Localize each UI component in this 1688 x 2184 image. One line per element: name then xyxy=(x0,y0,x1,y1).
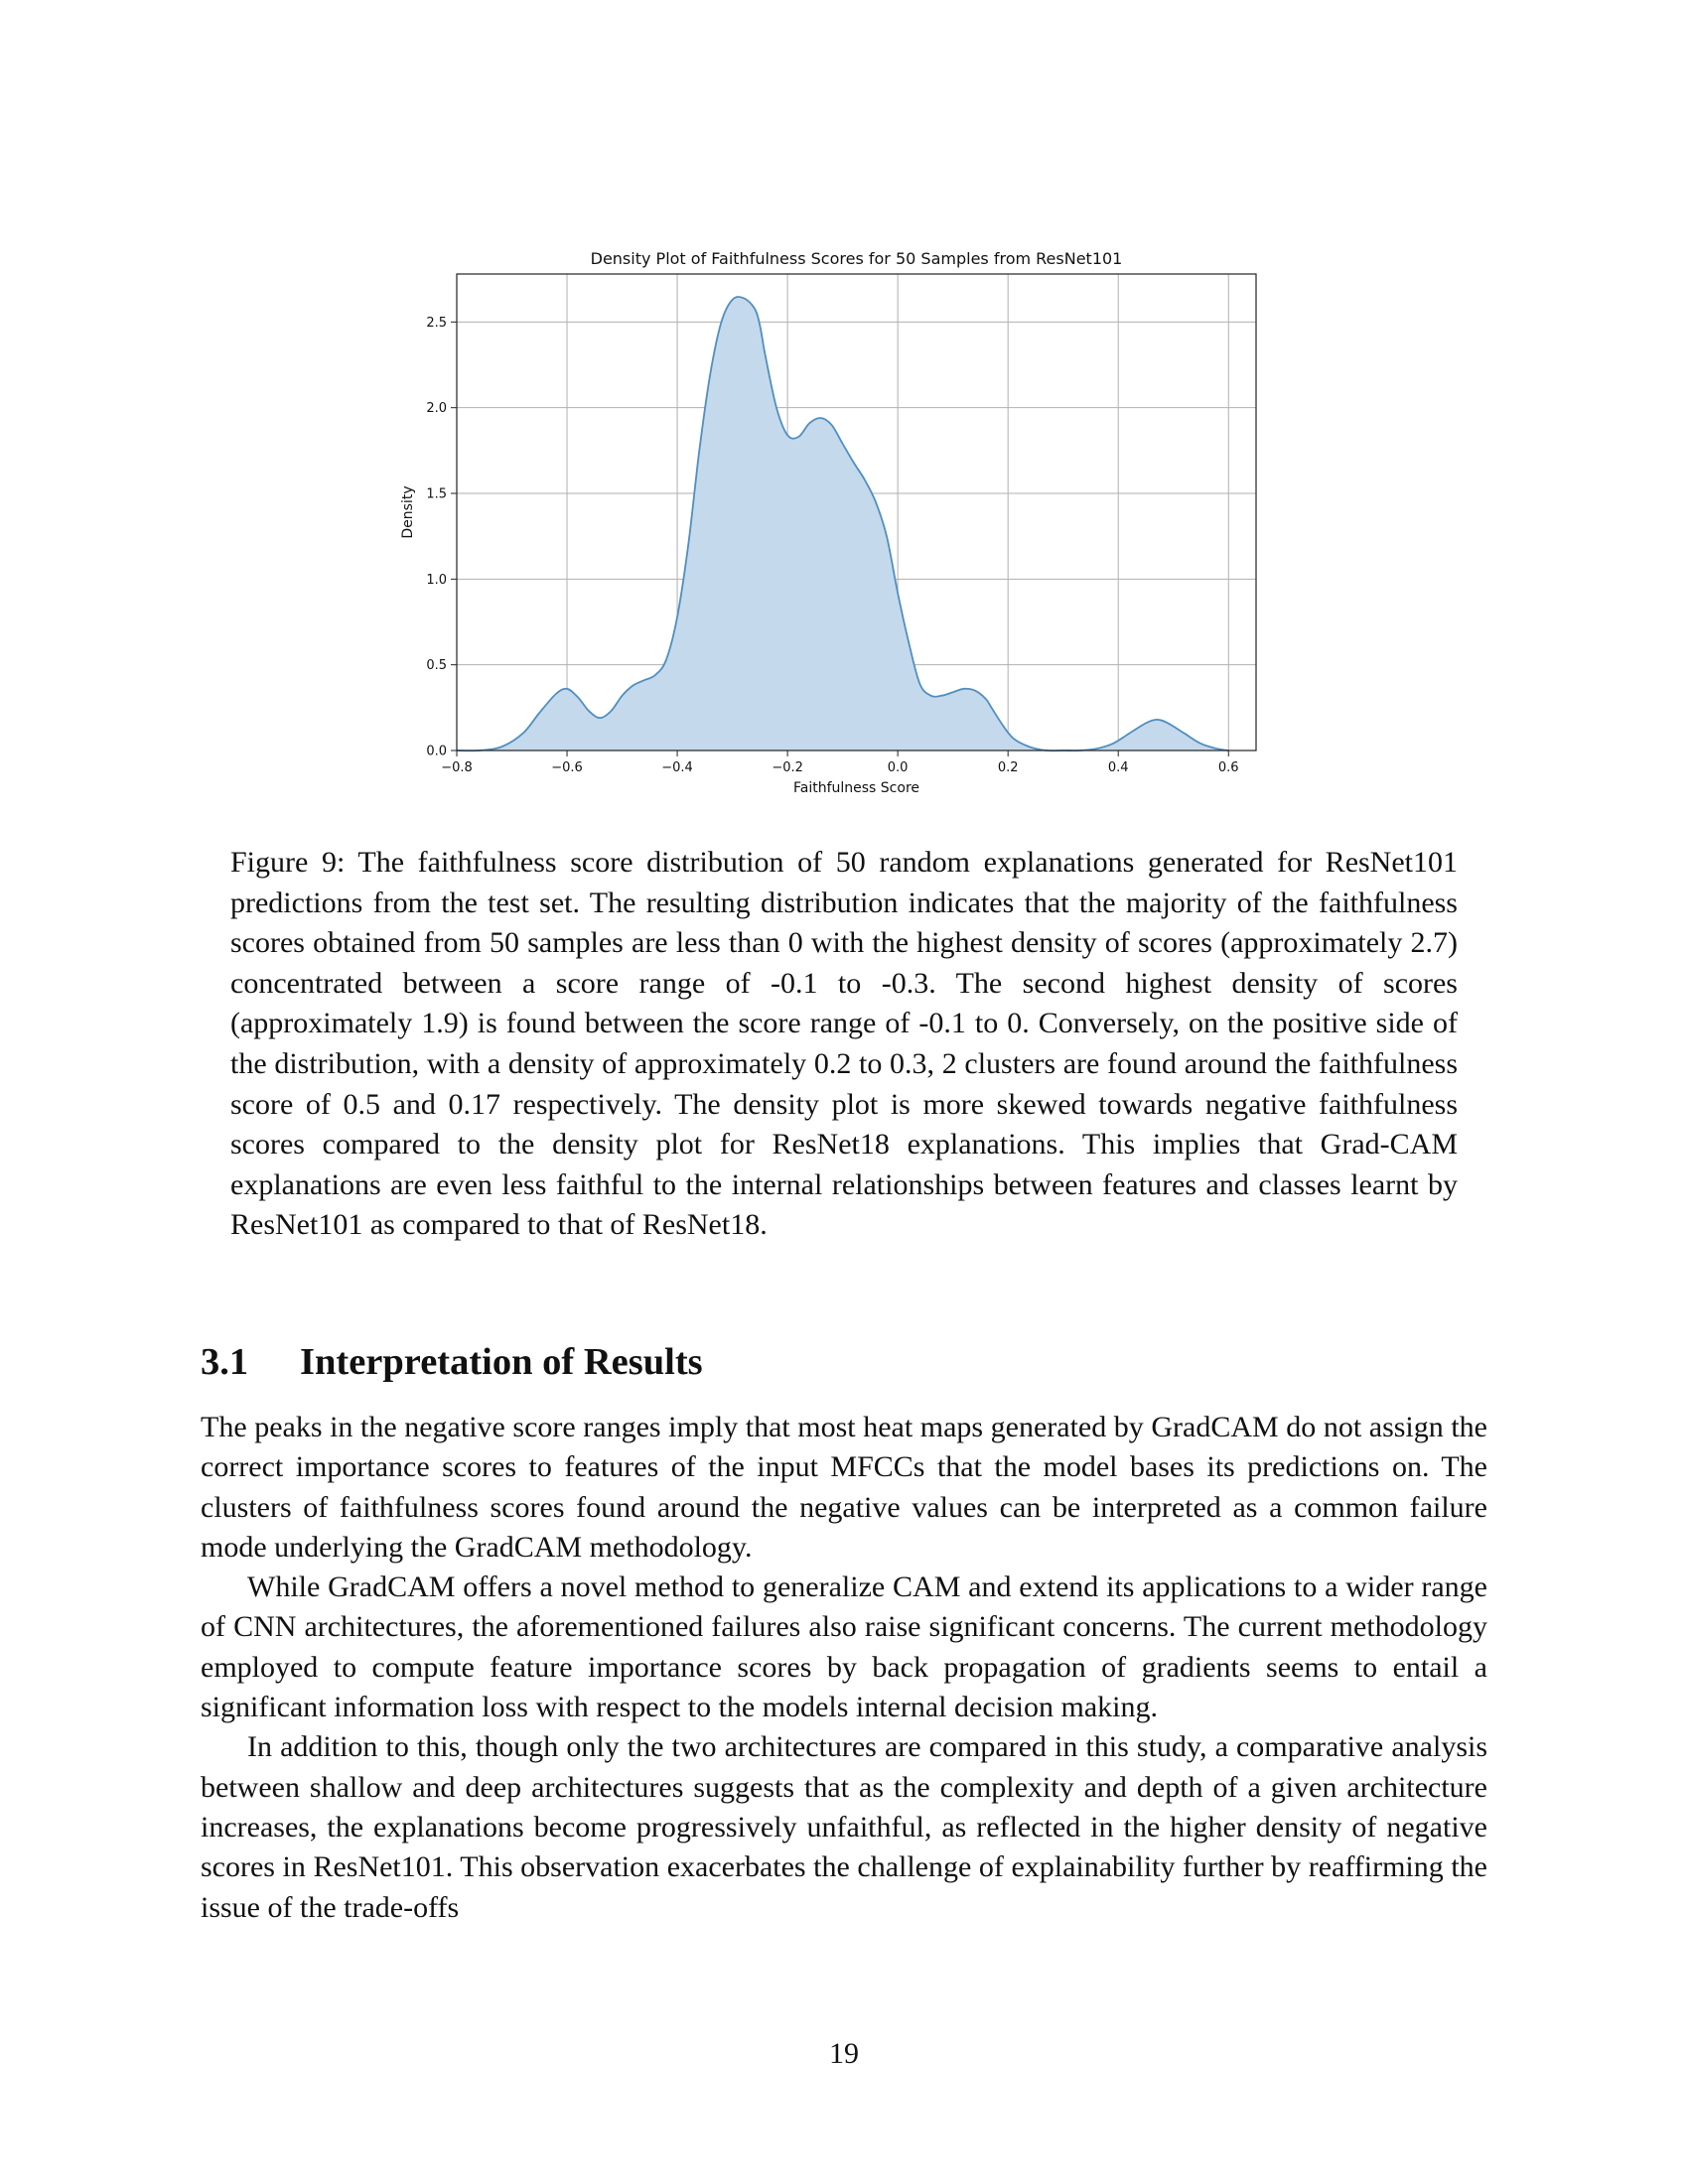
figure-caption: Figure 9: The faithfulness score distrib… xyxy=(230,846,1458,1242)
y-axis-label: Density xyxy=(400,485,416,538)
plot-frame xyxy=(456,273,1257,751)
body-text: The peaks in the negative score ranges i… xyxy=(201,1408,1487,1928)
x-tick-label: −0.4 xyxy=(661,760,693,775)
x-tick-label: 0.2 xyxy=(998,760,1019,775)
y-tick-label: 2.0 xyxy=(426,401,447,416)
density-area xyxy=(457,296,1229,751)
y-tick-label: 2.5 xyxy=(426,316,447,331)
density-chart: −0.8 −0.6 −0.4 −0.2 0.0 0.2 0.4 0.6 0.0 0.5 1.0 1.5… xyxy=(400,249,1257,796)
section-number: 3.1 xyxy=(201,1341,249,1383)
y-tick-label: 1.0 xyxy=(426,573,447,588)
y-tick-label: 0.5 xyxy=(426,658,447,673)
section-heading: 3.1 Interpretation of Results xyxy=(201,1338,703,1386)
page-number: 19 xyxy=(829,2037,859,2070)
x-axis-label: Faithfulness Score xyxy=(793,780,919,796)
x-tick-label: −0.2 xyxy=(772,760,803,775)
x-tick-label: 0.0 xyxy=(888,760,909,775)
chart-title: Density Plot of Faithfulness Scores for … xyxy=(591,249,1123,268)
section-title: Interpretation of Results xyxy=(300,1341,703,1383)
paragraph: While GradCAM offers a novel method to g… xyxy=(201,1570,1487,1724)
x-tick-label: −0.6 xyxy=(551,760,583,775)
density-plot-figure: −0.8 −0.6 −0.4 −0.2 0.0 0.2 0.4 0.6 0.0 0.5 1.0 1.5… xyxy=(377,238,1271,804)
paragraph: In addition to this, though only the two… xyxy=(201,1730,1487,1924)
x-tick-label: −0.8 xyxy=(441,760,473,775)
x-tick-label: 0.6 xyxy=(1218,760,1239,775)
x-tick-label: 0.4 xyxy=(1108,760,1129,775)
y-tick-label: 0.0 xyxy=(426,745,447,759)
y-tick-label: 1.5 xyxy=(426,487,447,502)
paragraph: The peaks in the negative score ranges i… xyxy=(201,1411,1487,1564)
